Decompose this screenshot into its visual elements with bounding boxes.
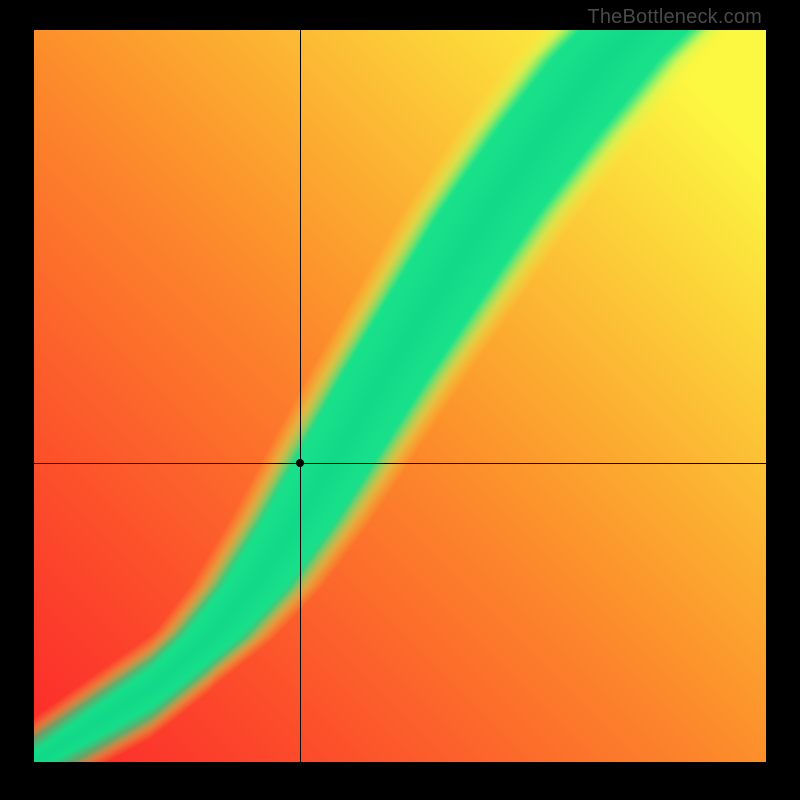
heatmap-canvas — [34, 30, 766, 762]
heatmap-plot — [34, 30, 766, 762]
crosshair-vertical — [300, 30, 301, 762]
crosshair-horizontal — [34, 463, 766, 464]
crosshair-marker-dot — [296, 459, 304, 467]
watermark-text: TheBottleneck.com — [587, 6, 762, 29]
